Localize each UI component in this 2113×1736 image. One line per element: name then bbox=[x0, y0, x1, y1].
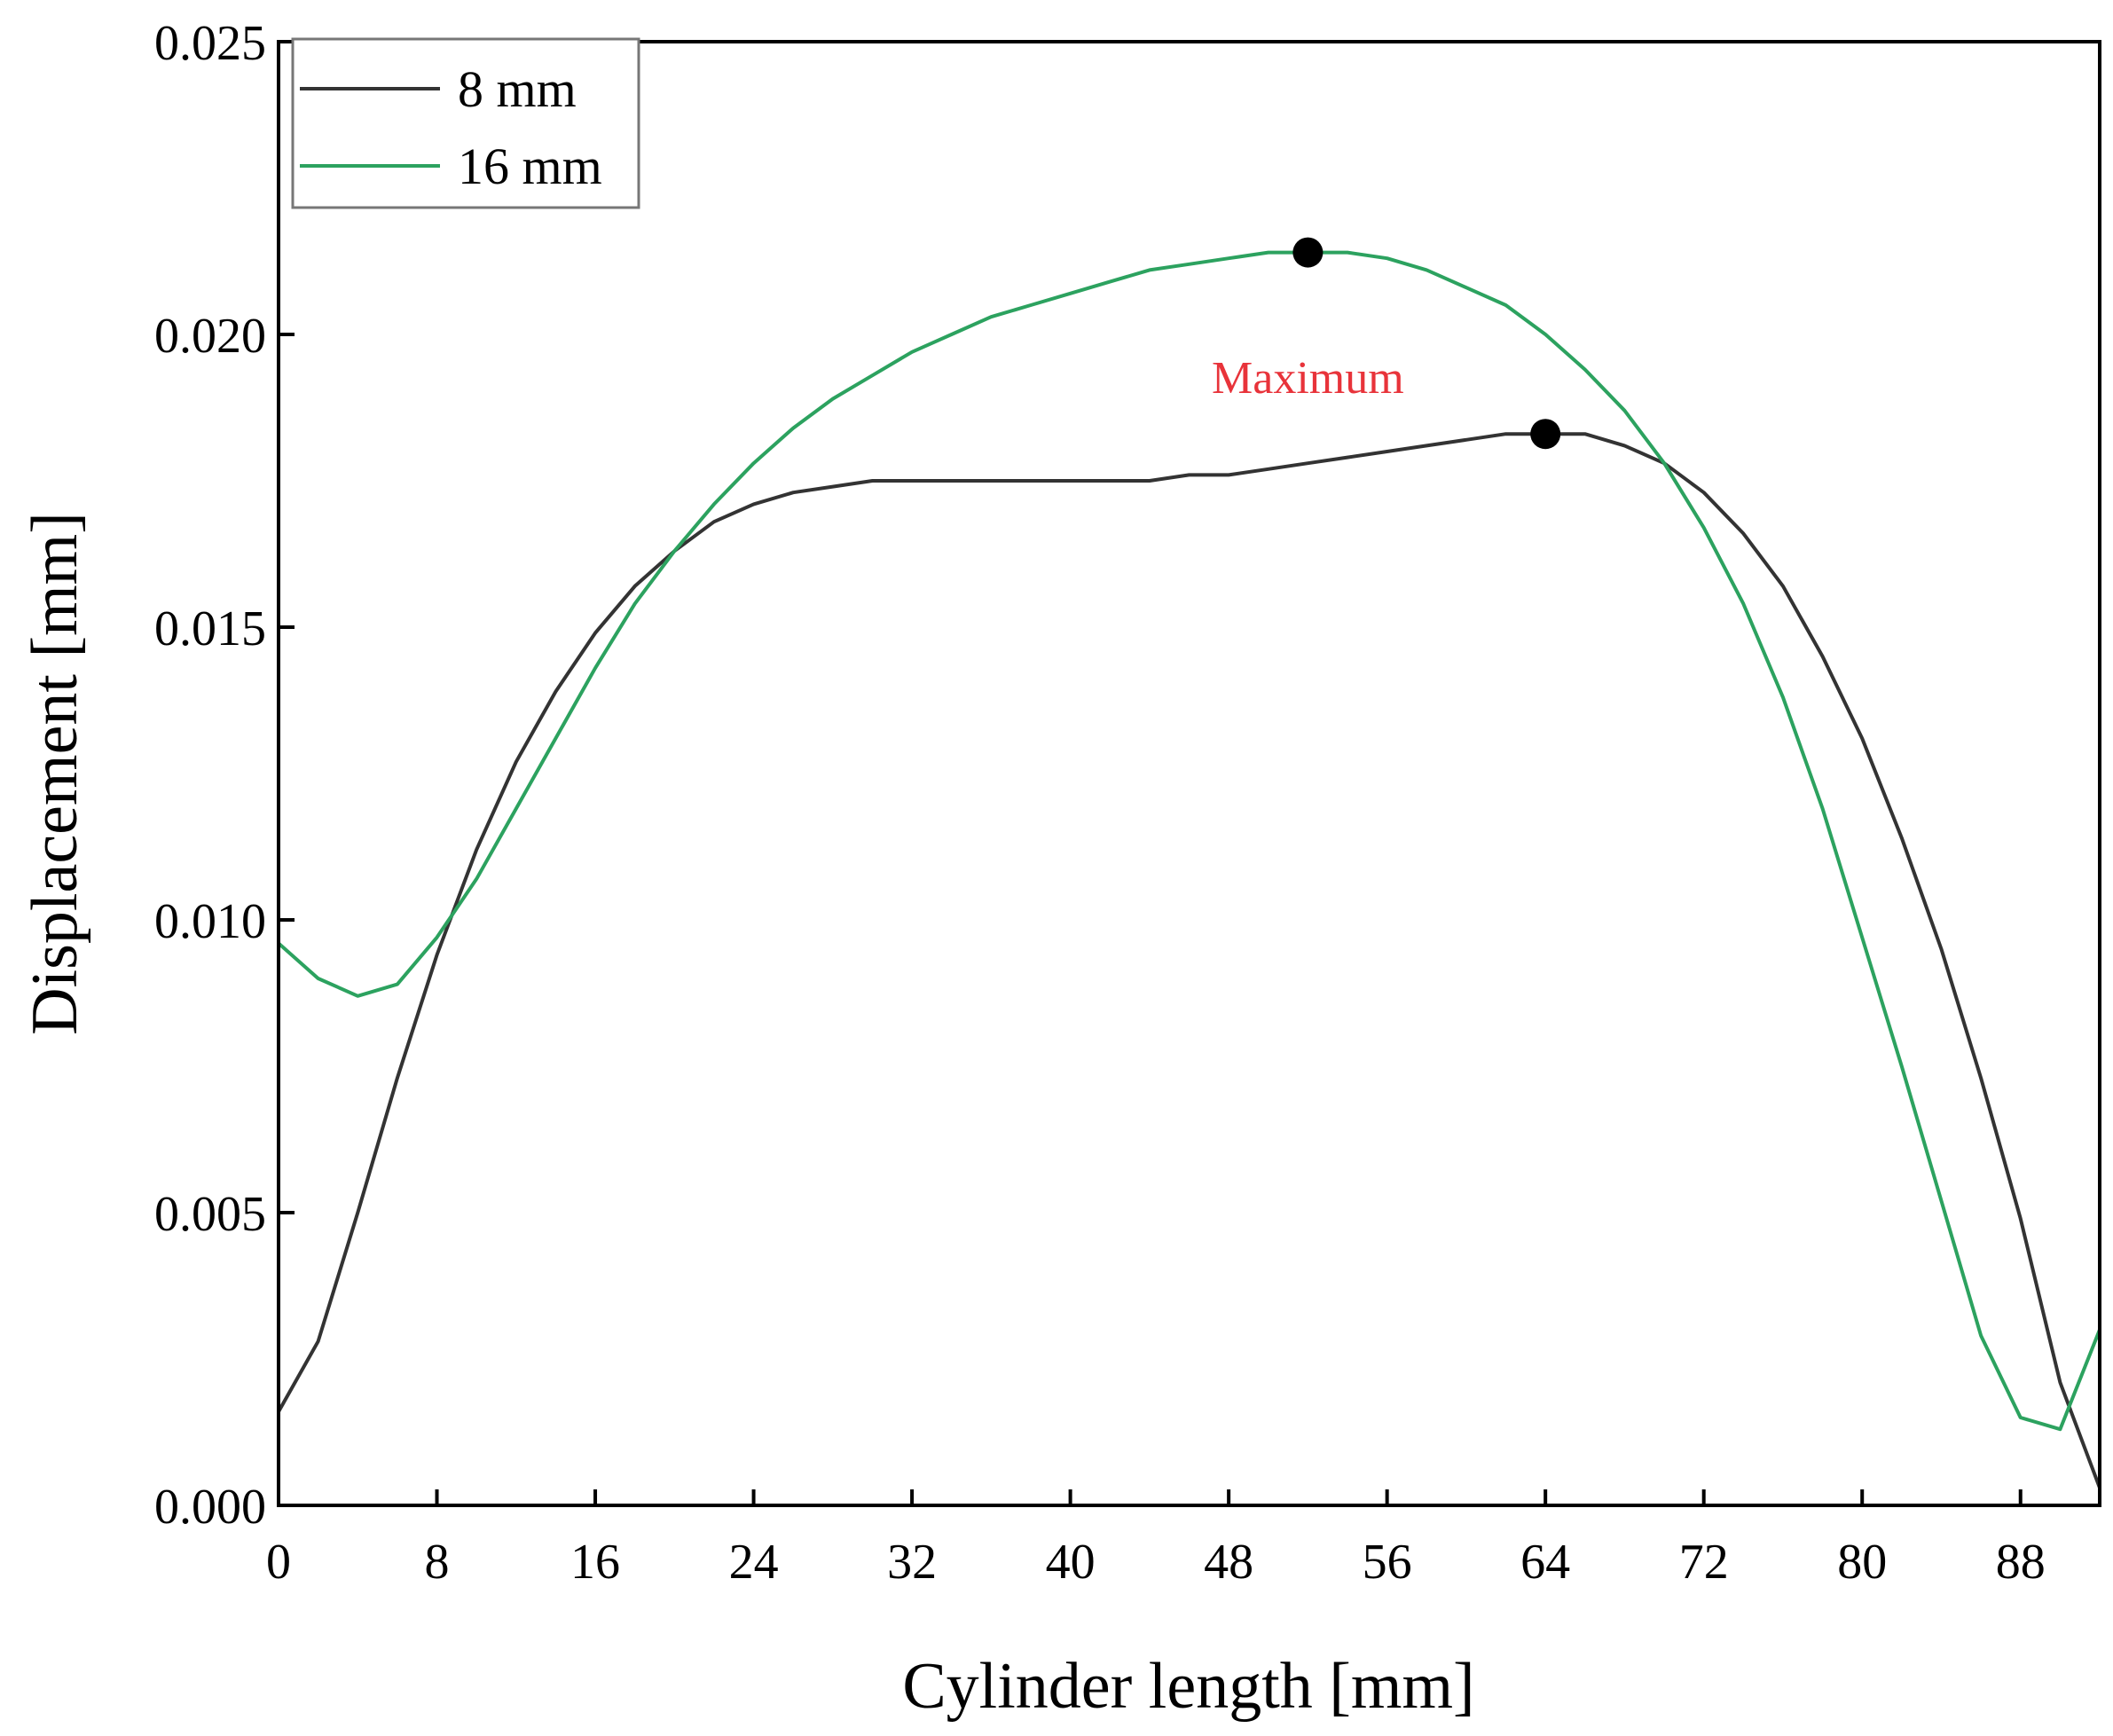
x-tick-label: 40 bbox=[1046, 1535, 1096, 1590]
legend-label-8mm: 8 mm bbox=[458, 60, 577, 118]
legend-box bbox=[291, 37, 640, 209]
x-tick-label: 56 bbox=[1363, 1535, 1412, 1590]
y-axis: 0.000 0.005 0.010 0.015 0.020 0.025 bbox=[154, 16, 295, 1535]
y-tick-label: 0.010 bbox=[154, 894, 266, 949]
series-line-16mm bbox=[277, 250, 2101, 1432]
series-layer bbox=[277, 250, 2101, 1489]
x-tick-label: 8 bbox=[425, 1535, 450, 1590]
x-tick-label: 48 bbox=[1204, 1535, 1253, 1590]
y-tick-label: 0.025 bbox=[154, 16, 266, 71]
y-axis-title: Displacement [mm] bbox=[19, 512, 91, 1035]
legend-label-16mm: 16 mm bbox=[458, 137, 602, 195]
x-tick-label: 0 bbox=[266, 1535, 291, 1590]
y-tick-label: 0.005 bbox=[154, 1187, 266, 1242]
plot-frame bbox=[277, 40, 2101, 1507]
y-tick-label: 0.015 bbox=[154, 601, 266, 656]
x-tick-label: 16 bbox=[570, 1535, 620, 1590]
y-tick-label: 0.020 bbox=[154, 309, 266, 364]
markers-layer bbox=[1292, 237, 1561, 450]
x-axis-title: Cylinder length [mm] bbox=[902, 1650, 1474, 1723]
legend: 8 mm 16 mm bbox=[291, 37, 640, 209]
x-tick-label: 64 bbox=[1520, 1535, 1570, 1590]
maximum-marker-16mm bbox=[1292, 237, 1324, 268]
series-line-8mm bbox=[277, 432, 2101, 1489]
y-tick-label: 0.000 bbox=[154, 1480, 266, 1535]
annotation-layer: Maximum bbox=[1212, 353, 1404, 404]
x-tick-label: 32 bbox=[887, 1535, 937, 1590]
x-tick-label: 72 bbox=[1679, 1535, 1729, 1590]
x-tick-label: 24 bbox=[729, 1535, 779, 1590]
maximum-marker-8mm bbox=[1530, 419, 1561, 450]
x-axis: 0 8 16 24 32 40 48 56 64 72 80 88 bbox=[266, 1489, 2046, 1590]
x-tick-label: 80 bbox=[1837, 1535, 1887, 1590]
annotation-maximum: Maximum bbox=[1212, 353, 1404, 404]
x-tick-label: 88 bbox=[1996, 1535, 2046, 1590]
